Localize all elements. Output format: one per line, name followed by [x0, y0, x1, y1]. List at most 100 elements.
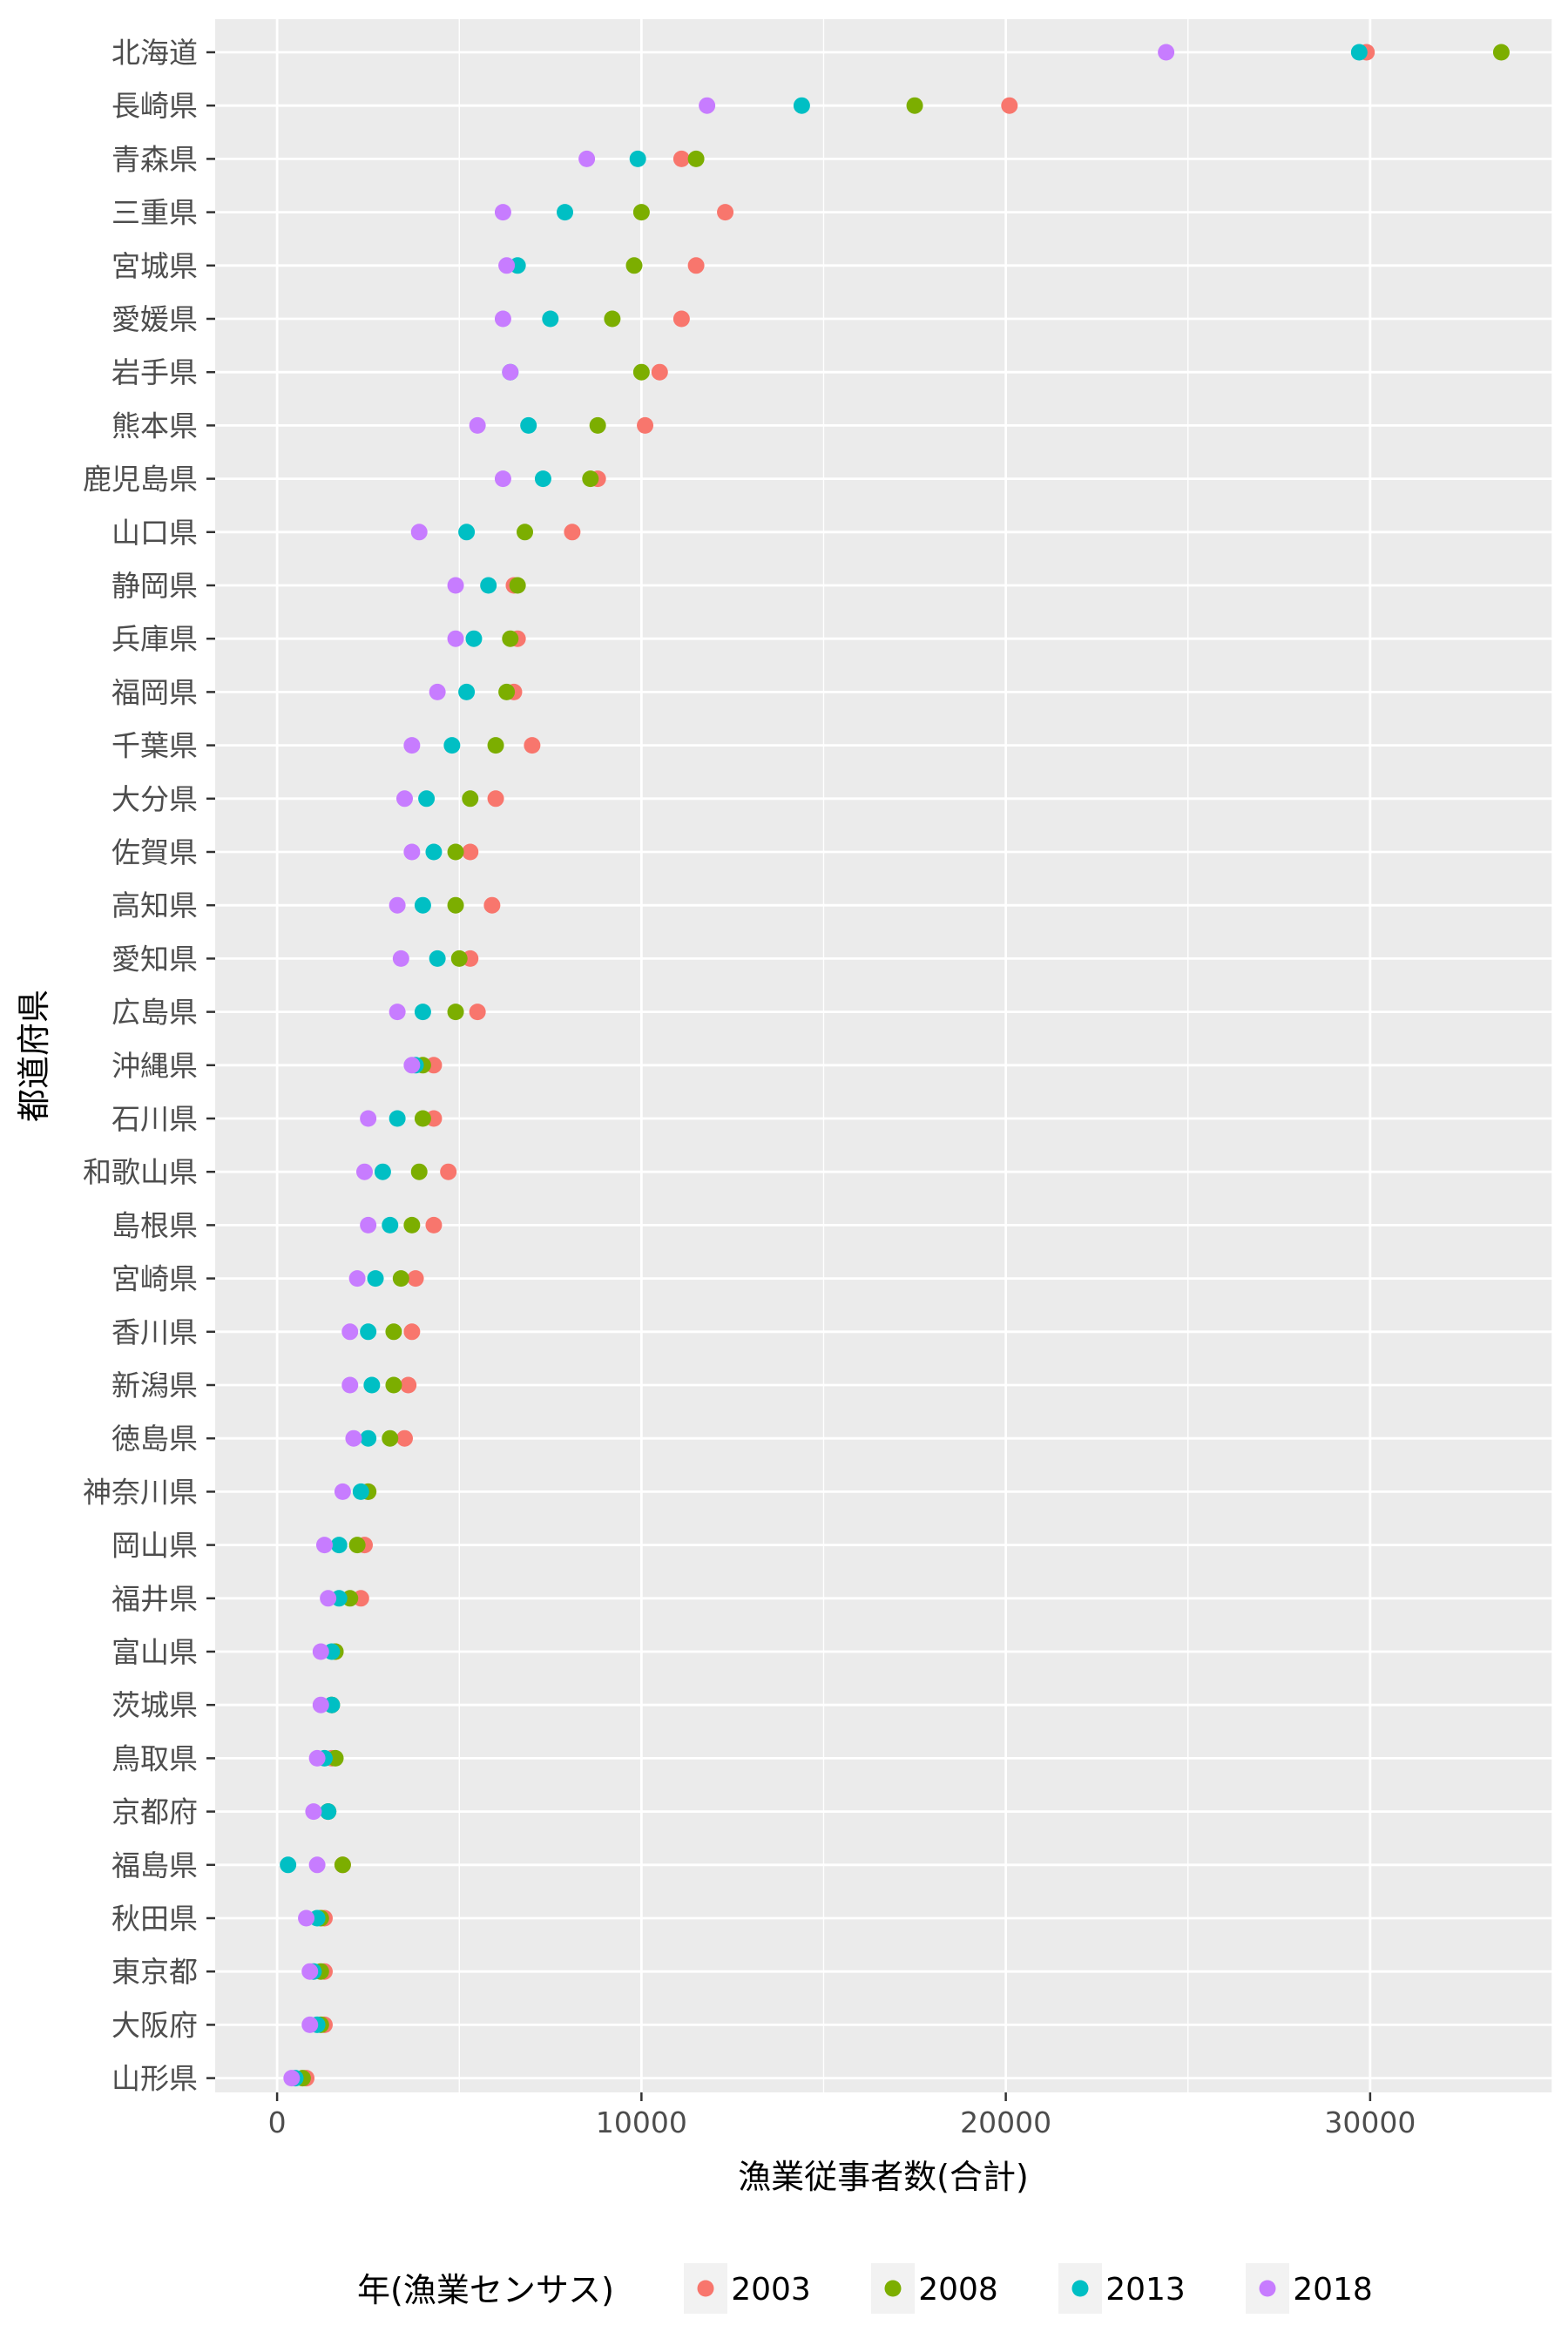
data-point [447, 843, 464, 861]
y-tick-label: 兵庫県 [112, 622, 198, 656]
data-point [672, 150, 690, 167]
data-point [450, 950, 468, 967]
y-tick-label: 鳥取県 [112, 1741, 198, 1775]
y-tick-label: 青森県 [112, 142, 198, 176]
data-point [305, 1803, 322, 1821]
data-point [330, 1537, 348, 1554]
data-point [625, 257, 643, 274]
y-tick-label: 高知県 [112, 889, 198, 923]
data-point [458, 524, 476, 541]
data-point [1492, 44, 1510, 61]
data-point [637, 416, 654, 434]
data-point [395, 790, 413, 808]
data-point [320, 1803, 337, 1821]
legend-key [1259, 2280, 1276, 2297]
data-point [564, 524, 581, 541]
data-point [1158, 44, 1175, 61]
data-point [483, 896, 501, 914]
data-point [502, 363, 519, 381]
data-point [1350, 44, 1368, 61]
data-point [487, 737, 504, 754]
data-point [410, 524, 428, 541]
y-tick-label: 大分県 [112, 782, 198, 816]
data-point [557, 204, 574, 221]
data-point [447, 630, 464, 647]
grid-minor [458, 19, 1553, 2092]
x-axis-title: 漁業従事者数(合計) [738, 2158, 1029, 2196]
y-tick-label: 富山県 [112, 1635, 198, 1669]
panel-background [215, 19, 1552, 2092]
legend-label: 2008 [918, 2272, 998, 2308]
x-axis: 0 10000 20000 30000 [268, 2092, 1416, 2139]
y-tick-label: 新潟県 [112, 1369, 198, 1402]
legend-title: 年(漁業センサス) [357, 2271, 614, 2309]
data-point [403, 737, 421, 754]
data-point [494, 470, 511, 488]
data-point [360, 1429, 377, 1447]
data-point [341, 1323, 359, 1341]
data-point [348, 1270, 366, 1288]
y-tick-label: 長崎県 [112, 89, 198, 123]
data-point [298, 1909, 315, 1927]
data-point [429, 950, 446, 967]
y-tick-label: 愛媛県 [112, 302, 198, 336]
data-point [469, 416, 486, 434]
data-point [355, 1163, 373, 1180]
data-point [348, 1537, 366, 1554]
data-point [389, 896, 406, 914]
data-point [403, 843, 421, 861]
data-point [443, 737, 461, 754]
data-point [308, 1749, 326, 1767]
x-tick-label: 0 [268, 2105, 287, 2139]
data-point [403, 1216, 421, 1233]
data-point [385, 1376, 402, 1394]
data-point [382, 1216, 399, 1233]
data-point [280, 1856, 297, 1874]
data-point [425, 1216, 443, 1233]
y-tick-label: 宮城県 [112, 249, 198, 283]
data-point [392, 1270, 409, 1288]
y-tick-label: 神奈川県 [83, 1475, 198, 1509]
data-point [447, 577, 464, 594]
data-point [632, 363, 650, 381]
legend-label: 2013 [1105, 2272, 1186, 2308]
data-point [458, 683, 476, 700]
data-point [374, 1163, 391, 1180]
y-tick-label: 和歌山県 [83, 1155, 198, 1189]
data-point [502, 630, 519, 647]
y-tick-label: 熊本県 [112, 409, 198, 443]
legend: 年(漁業センサス) 2003 2008 2013 2018 [357, 2263, 1373, 2314]
legend-label: 2018 [1293, 2272, 1373, 2308]
data-point [341, 1376, 359, 1394]
data-point [578, 150, 596, 167]
data-point [465, 630, 483, 647]
data-point [389, 1004, 406, 1021]
data-point [345, 1429, 362, 1447]
y-tick-label: 香川県 [112, 1315, 198, 1349]
y-tick-label: 島根県 [112, 1208, 198, 1242]
y-tick-label: 福井県 [112, 1582, 198, 1616]
data-point [283, 2070, 301, 2087]
data-point [301, 2016, 319, 2033]
data-point [520, 416, 537, 434]
data-point [1001, 97, 1018, 114]
y-tick-label: 千葉県 [112, 729, 198, 763]
data-point [717, 204, 734, 221]
legend-key [884, 2280, 902, 2297]
y-tick-label: 石川県 [112, 1102, 198, 1136]
data-point [403, 1323, 421, 1341]
data-point [352, 1483, 369, 1500]
data-point [494, 310, 511, 328]
legend-label: 2003 [731, 2272, 811, 2308]
y-axis-title: 都道府県 [15, 990, 53, 1122]
data-point [382, 1429, 399, 1447]
data-point [494, 204, 511, 221]
y-tick-label: 宮崎県 [112, 1262, 198, 1296]
y-tick-label: 静岡県 [112, 569, 198, 603]
data-point [410, 1163, 428, 1180]
data-point [447, 1004, 464, 1021]
data-point [400, 1376, 417, 1394]
data-point [509, 577, 526, 594]
legend-key [1071, 2280, 1089, 2297]
data-point [651, 363, 668, 381]
